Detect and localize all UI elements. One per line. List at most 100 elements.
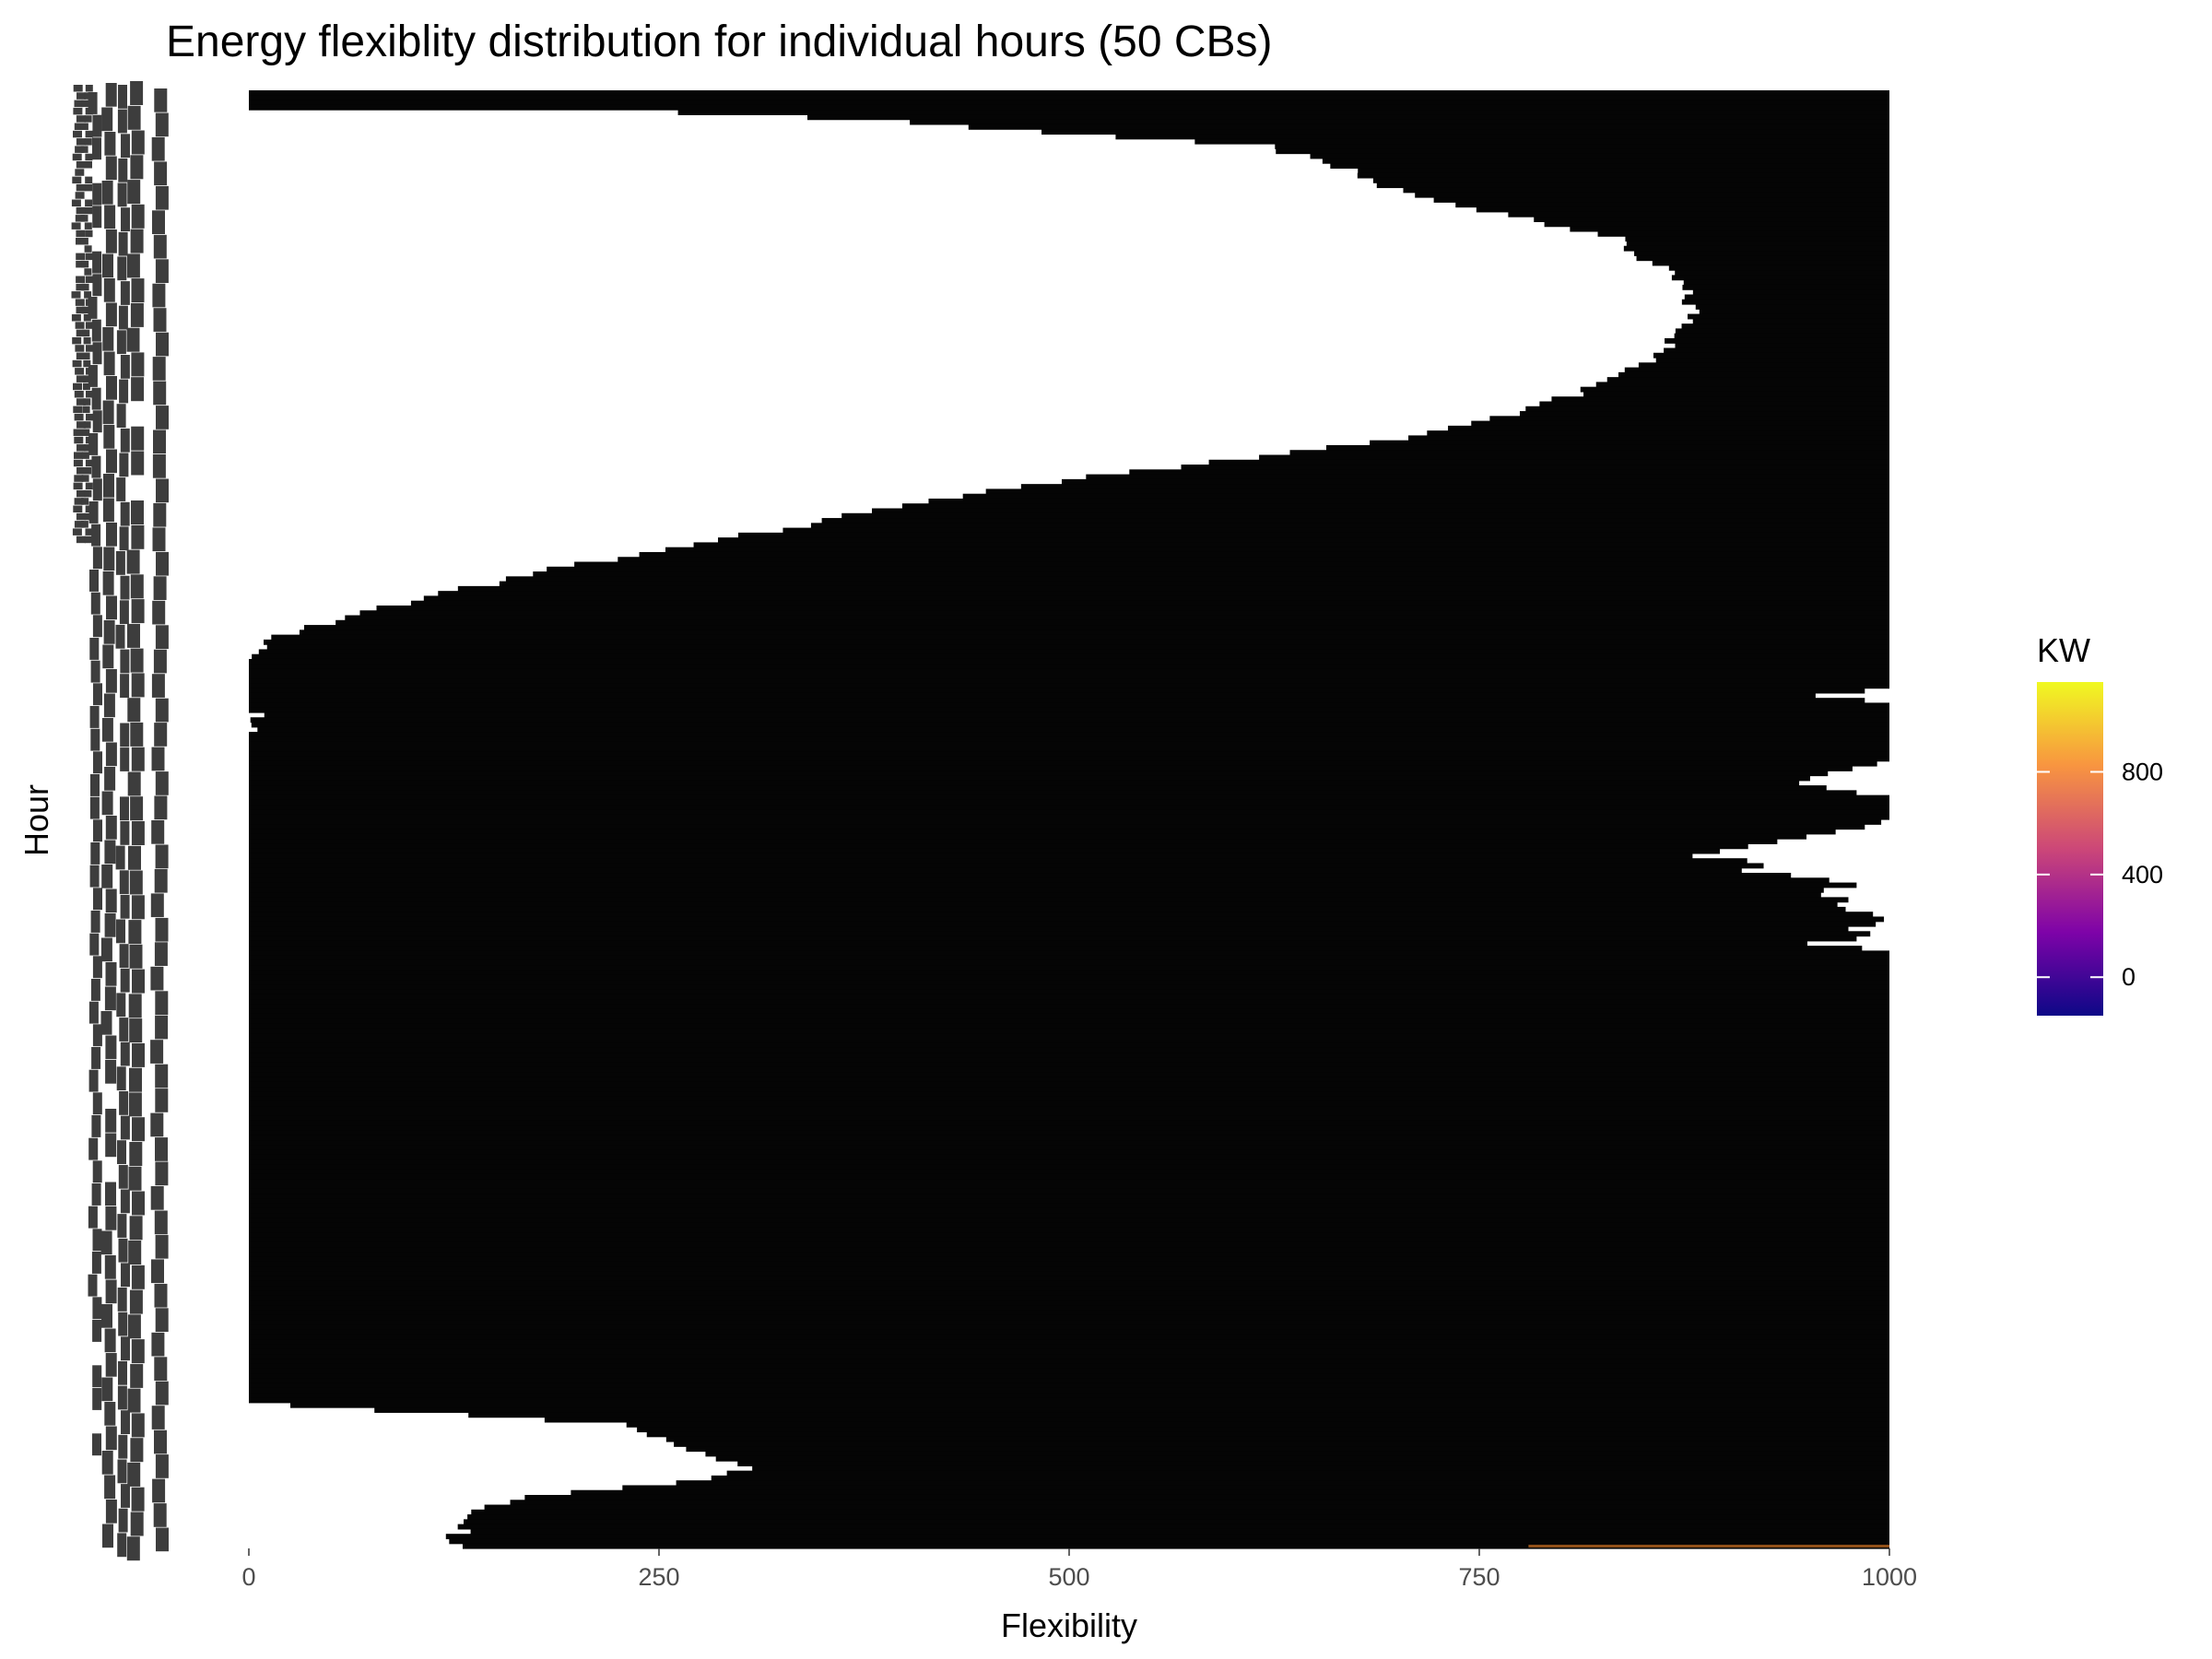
heatmap-row bbox=[249, 1324, 1889, 1331]
heatmap-row bbox=[249, 1028, 1889, 1034]
y-tick-label-mark bbox=[152, 357, 166, 381]
y-tick-label-mark bbox=[76, 183, 86, 192]
y-tick-label-mark bbox=[129, 1142, 143, 1166]
y-tick-label-mark bbox=[100, 1011, 112, 1035]
heatmap-row bbox=[1476, 206, 1889, 213]
y-tick-label-mark bbox=[104, 913, 116, 937]
y-tick-label-mark bbox=[105, 1035, 117, 1060]
heatmap-row bbox=[249, 756, 1889, 762]
y-tick-label-mark bbox=[153, 576, 167, 600]
y-tick-label-mark bbox=[105, 1206, 117, 1230]
heatmap-row bbox=[533, 571, 1889, 577]
y-tick-label-mark bbox=[90, 842, 100, 865]
heatmap-row bbox=[249, 946, 1863, 951]
heatmap-row bbox=[249, 1130, 1889, 1136]
y-tick-label-mark bbox=[76, 375, 86, 382]
y-tick-label-mark bbox=[76, 253, 86, 261]
heatmap-row bbox=[249, 1111, 1889, 1117]
y-tick-label-mark bbox=[119, 870, 129, 895]
legend: KW 0 400 800 bbox=[2037, 631, 2163, 1016]
y-tick-label-mark bbox=[105, 1182, 116, 1206]
y-tick-label-mark bbox=[75, 169, 85, 176]
y-tick-label-mark bbox=[92, 1320, 102, 1342]
heatmap-row bbox=[1330, 163, 1889, 169]
heatmap-row bbox=[249, 901, 1838, 908]
y-tick-label-mark bbox=[121, 1410, 130, 1434]
heatmap-row bbox=[782, 527, 1890, 534]
y-tick-label-mark bbox=[120, 575, 130, 600]
y-tick-label-mark bbox=[155, 1381, 169, 1406]
y-tick-label-mark bbox=[92, 615, 102, 638]
y-tick-label-mark bbox=[84, 535, 92, 544]
y-tick-label-mark bbox=[92, 251, 102, 274]
y-tick-label-mark bbox=[155, 1234, 169, 1259]
heatmap-row bbox=[1208, 459, 1889, 465]
heatmap-row bbox=[677, 110, 1889, 115]
heatmap-row bbox=[249, 833, 1807, 840]
heatmap-row bbox=[249, 1232, 1889, 1239]
y-tick-label-mark bbox=[121, 134, 130, 159]
y-tick-label-mark bbox=[89, 865, 100, 888]
y-tick-label-mark bbox=[115, 845, 125, 870]
heatmap-row bbox=[249, 1373, 1889, 1380]
y-tick-label-mark bbox=[153, 429, 166, 454]
heatmap-row bbox=[841, 512, 1890, 519]
y-tick-label-mark bbox=[128, 994, 142, 1018]
y-tick-label-mark bbox=[132, 1191, 145, 1216]
y-tick-label-mark bbox=[73, 382, 82, 391]
y-tick-label-mark bbox=[82, 306, 89, 314]
y-tick-label-mark bbox=[83, 336, 91, 345]
heatmap-row bbox=[249, 882, 1857, 888]
heatmap-row bbox=[674, 1441, 1889, 1447]
y-tick-label-mark bbox=[156, 551, 169, 576]
heatmap-row bbox=[249, 1057, 1889, 1064]
y-axis-title: Hour bbox=[18, 784, 55, 856]
heatmap-row bbox=[249, 1169, 1889, 1175]
heatmap-row bbox=[251, 722, 1889, 728]
y-tick-label-mark bbox=[154, 868, 168, 893]
heatmap-row bbox=[249, 1218, 1889, 1224]
heatmap-row bbox=[249, 843, 1748, 850]
heatmap-row bbox=[249, 1018, 1889, 1025]
heatmap-row bbox=[1683, 279, 1889, 286]
y-tick-label-mark bbox=[151, 1332, 165, 1357]
y-tick-label-mark bbox=[85, 161, 92, 169]
heatmap-row bbox=[726, 1470, 1889, 1477]
y-tick-label-mark bbox=[93, 683, 102, 706]
y-tick-label-mark bbox=[130, 1363, 144, 1388]
heatmap-row bbox=[1539, 401, 1889, 407]
y-tick-label-mark bbox=[116, 919, 125, 944]
y-tick-label-mark bbox=[90, 979, 100, 1001]
y-tick-label-mark bbox=[76, 444, 86, 452]
y-tick-label-mark bbox=[153, 234, 167, 259]
y-tick-label-mark bbox=[92, 1297, 102, 1320]
heatmap-row bbox=[1325, 444, 1889, 451]
x-tick-label: 500 bbox=[1048, 1563, 1089, 1591]
y-tick-label-mark bbox=[82, 382, 90, 391]
y-tick-label-mark bbox=[117, 1214, 127, 1238]
heatmap-row bbox=[574, 561, 1889, 568]
y-tick-label-mark bbox=[76, 238, 85, 245]
heatmap-body bbox=[249, 90, 1890, 1549]
y-tick-label-mark bbox=[121, 1263, 130, 1288]
y-tick-label-mark bbox=[85, 130, 93, 138]
y-tick-label-mark bbox=[100, 1230, 112, 1255]
heatmap-row bbox=[1041, 129, 1889, 135]
heatmap-row bbox=[249, 1023, 1889, 1030]
y-tick-label-mark bbox=[75, 146, 85, 153]
y-tick-label-mark bbox=[84, 291, 92, 299]
y-tick-label-mark bbox=[85, 459, 93, 467]
y-tick-label-mark bbox=[130, 302, 144, 327]
heatmap-row bbox=[249, 683, 1889, 689]
y-tick-label-mark bbox=[74, 413, 84, 421]
y-tick-label-mark bbox=[72, 359, 82, 368]
heatmap-row bbox=[374, 1407, 1890, 1413]
y-tick-label-mark bbox=[92, 1160, 102, 1183]
heatmap-row bbox=[249, 658, 1889, 665]
heatmap-row bbox=[249, 1081, 1889, 1088]
heatmap-row bbox=[249, 1393, 1889, 1399]
heatmap-row bbox=[249, 1100, 1889, 1107]
y-tick-label-mark bbox=[84, 115, 92, 123]
heatmap-row bbox=[718, 537, 1889, 544]
y-tick-label-mark bbox=[76, 161, 86, 169]
